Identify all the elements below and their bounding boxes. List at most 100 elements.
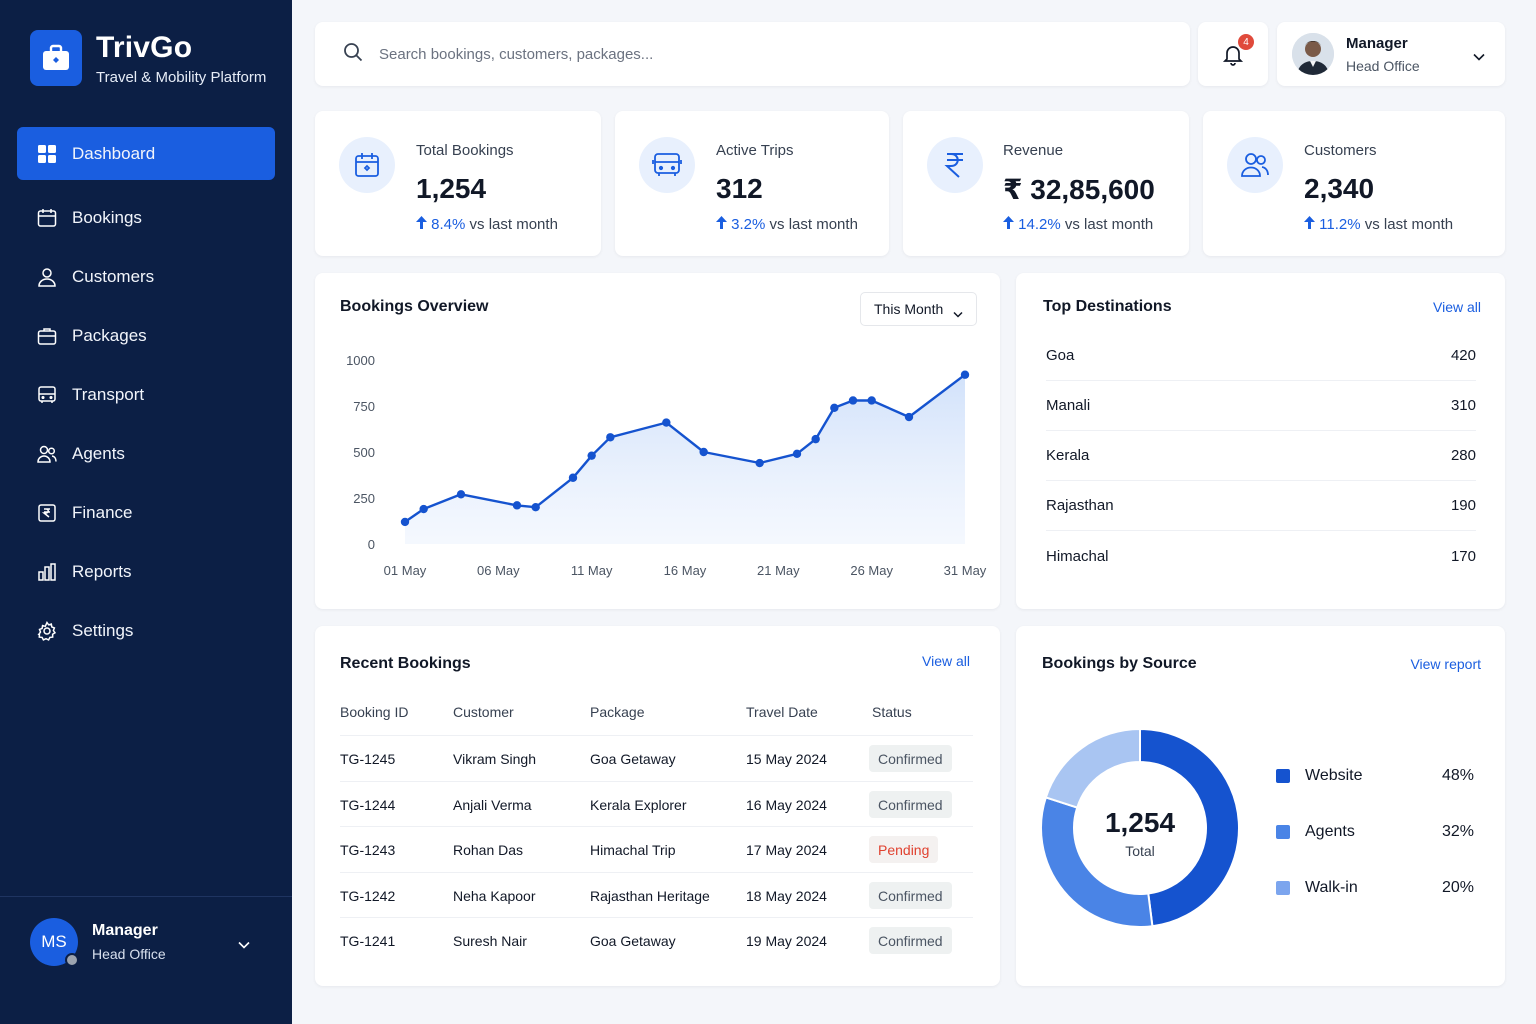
chevron-down-icon[interactable] xyxy=(238,936,250,954)
list-item[interactable]: Kerala 280 xyxy=(1046,431,1476,481)
stat-delta-suffix: vs last month xyxy=(769,216,858,233)
stat-delta-value: 8.4% xyxy=(431,216,466,233)
customer-name: Rohan Das xyxy=(453,842,524,858)
destination-count: 310 xyxy=(1450,397,1476,414)
stat-card-revenue[interactable]: Revenue ₹ 32,85,600 14.2% vs last month xyxy=(903,111,1189,256)
column-header[interactable]: Travel Date xyxy=(746,704,818,720)
table-row[interactable]: TG-1243 Rohan Das Himachal Trip 17 May 2… xyxy=(340,826,973,872)
stat-label: Customers xyxy=(1304,142,1377,159)
column-header[interactable]: Package xyxy=(590,704,645,720)
chart-point[interactable] xyxy=(848,396,858,405)
sidebar-item-label: Reports xyxy=(72,561,132,581)
sidebar-item-label: Agents xyxy=(72,443,125,463)
brand-tagline: Travel & Mobility Platform xyxy=(96,68,267,86)
sidebar-item-transport[interactable]: Transport xyxy=(17,368,275,421)
donut-slice-website[interactable] xyxy=(1139,727,1240,928)
booking-id: TG-1241 xyxy=(340,933,396,949)
top-user-menu[interactable]: Manager Head Office xyxy=(1277,22,1505,86)
booking-id: TG-1244 xyxy=(340,797,396,813)
chart-point[interactable] xyxy=(512,501,522,510)
sidebar-user-menu[interactable]: MS Manager Head Office xyxy=(30,918,250,967)
table-row[interactable]: TG-1245 Vikram Singh Goa Getaway 15 May … xyxy=(340,735,973,781)
stat-value: 2,340 xyxy=(1304,173,1375,204)
stat-card-customers[interactable]: Customers 2,340 11.2% vs last month xyxy=(1203,111,1505,256)
table-row[interactable]: TG-1244 Anjali Verma Kerala Explorer 16 … xyxy=(340,781,973,827)
briefcase-logo-icon xyxy=(30,30,82,86)
customer-name: Neha Kapoor xyxy=(453,888,536,904)
avatar: MS xyxy=(30,918,79,967)
view-report-link[interactable]: View report xyxy=(1410,656,1481,672)
sidebar-item-customers[interactable]: Customers xyxy=(17,250,275,303)
chevron-down-icon xyxy=(953,305,963,321)
table-row[interactable]: TG-1242 Neha Kapoor Rajasthan Heritage 1… xyxy=(340,872,973,918)
sidebar-item-agents[interactable]: Agents xyxy=(17,427,275,480)
x-tick-label: 06 May xyxy=(477,563,520,578)
view-all-link[interactable]: View all xyxy=(1433,299,1481,315)
sidebar-item-finance[interactable]: Finance xyxy=(17,486,275,539)
sidebar-item-dashboard[interactable]: Dashboard xyxy=(17,127,275,180)
chart-point[interactable] xyxy=(400,517,410,527)
column-header[interactable]: Booking ID xyxy=(340,704,409,720)
sidebar-item-packages[interactable]: Packages xyxy=(17,309,275,362)
sidebar-item-label: Dashboard xyxy=(72,143,156,163)
legend-value: 48% xyxy=(1441,767,1474,784)
chart-point[interactable] xyxy=(456,490,466,499)
sidebar-item-settings[interactable]: Settings xyxy=(17,604,275,657)
donut-slice-walk-in[interactable] xyxy=(1044,727,1141,809)
chart-point[interactable] xyxy=(811,434,820,444)
sidebar-item-label: Finance xyxy=(72,502,133,522)
user-icon xyxy=(37,267,57,287)
column-header[interactable]: Customer xyxy=(453,704,514,720)
card-title: Recent Bookings xyxy=(340,655,471,672)
destination-name: Himachal xyxy=(1046,547,1109,565)
chart-point[interactable] xyxy=(531,503,540,512)
chart-point[interactable] xyxy=(960,370,970,379)
chart-point[interactable] xyxy=(904,412,914,422)
sidebar: TrivGo Travel & Mobility Platform Dashbo… xyxy=(0,0,292,1024)
list-item[interactable]: Manali 310 xyxy=(1046,381,1476,431)
chart-point[interactable] xyxy=(587,451,596,460)
sidebar-item-reports[interactable]: Reports xyxy=(17,545,275,598)
customer-name: Suresh Nair xyxy=(453,933,527,949)
donut-slice-agents[interactable] xyxy=(1040,796,1154,928)
list-item[interactable]: Himachal 170 xyxy=(1046,531,1476,581)
stat-value: 1,254 xyxy=(416,173,487,204)
brand[interactable]: TrivGo Travel & Mobility Platform xyxy=(30,30,266,86)
chart-point[interactable] xyxy=(699,447,708,457)
customer-name: Anjali Verma xyxy=(453,797,532,813)
chart-point[interactable] xyxy=(568,473,578,482)
period-select[interactable]: This Month xyxy=(860,292,977,326)
legend-swatch xyxy=(1276,825,1290,839)
destination-name: Rajasthan xyxy=(1046,497,1114,514)
chevron-down-icon[interactable] xyxy=(1473,48,1485,66)
notification-badge: 4 xyxy=(1238,34,1254,50)
chart-point[interactable] xyxy=(867,396,876,405)
chart-point[interactable] xyxy=(606,433,615,442)
chart-point[interactable] xyxy=(830,403,839,413)
search-icon xyxy=(343,42,363,67)
chart-point[interactable] xyxy=(662,418,671,427)
destination-name: Kerala xyxy=(1046,447,1090,464)
stat-delta-value: 3.2% xyxy=(731,216,766,233)
chart-area-fill xyxy=(405,374,965,544)
stat-card-total-bookings[interactable]: Total Bookings 1,254 8.4% vs last month xyxy=(315,111,601,256)
chart-point[interactable] xyxy=(792,449,802,459)
status-badge: Confirmed xyxy=(869,791,952,818)
list-item[interactable]: Goa 420 xyxy=(1046,331,1476,381)
column-header[interactable]: Status xyxy=(872,704,912,720)
search-input[interactable] xyxy=(379,45,1139,63)
arrow-up-icon xyxy=(716,216,727,233)
chart-point[interactable] xyxy=(419,504,428,514)
list-item[interactable]: Rajasthan 190 xyxy=(1046,481,1476,531)
period-label: This Month xyxy=(874,301,944,317)
stat-delta-value: 14.2% xyxy=(1018,216,1061,233)
table-row[interactable]: TG-1241 Suresh Nair Goa Getaway 19 May 2… xyxy=(340,917,973,963)
view-all-link[interactable]: View all xyxy=(922,653,970,669)
sidebar-item-bookings[interactable]: Bookings xyxy=(17,191,275,244)
chart-point[interactable] xyxy=(755,458,764,468)
legend-item-website: Website 48% xyxy=(1276,764,1474,788)
sidebar-item-label: Packages xyxy=(72,325,147,345)
stat-card-active-trips[interactable]: Active Trips 312 3.2% vs last month xyxy=(615,111,889,256)
customer-name: Vikram Singh xyxy=(453,751,537,767)
notifications-button[interactable]: 4 xyxy=(1198,22,1268,86)
